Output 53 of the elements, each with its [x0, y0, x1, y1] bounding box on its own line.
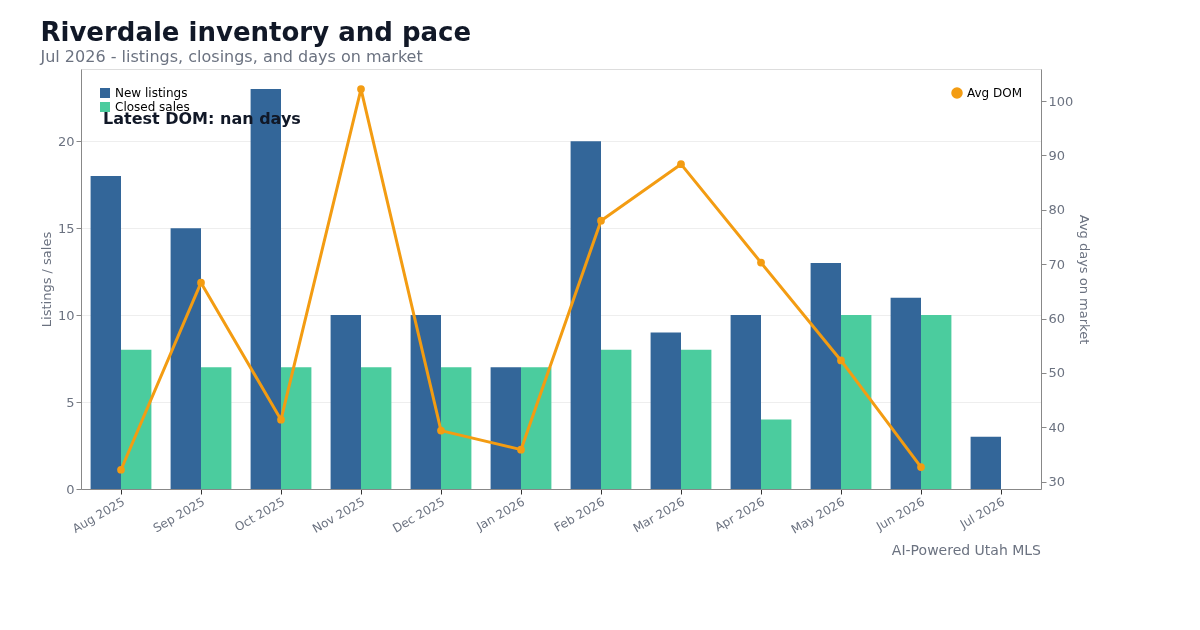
- bar: [810, 262, 841, 489]
- point: [677, 160, 685, 169]
- point: [517, 445, 525, 454]
- y2-tick-label: 50: [1048, 365, 1066, 381]
- y2-tick-label: 60: [1048, 311, 1066, 327]
- y2-tick-label: 100: [1048, 93, 1074, 109]
- bar: [650, 332, 681, 489]
- point: [917, 463, 925, 471]
- y-tick-label: 20: [57, 133, 75, 149]
- y-tick-label: 5: [66, 394, 75, 410]
- y2-tick-label: 40: [1048, 419, 1066, 435]
- y-tick-label: 10: [57, 307, 75, 323]
- y2-tick-label: 90: [1048, 147, 1066, 163]
- point: [117, 465, 125, 474]
- bar: [841, 315, 872, 489]
- legend-label: New listings: [115, 86, 188, 100]
- y-axis-title: Listings / sales: [38, 231, 54, 328]
- y2-tick-label: 80: [1048, 202, 1066, 218]
- bar: [761, 419, 792, 489]
- y-tick-label: 0: [66, 481, 75, 497]
- text: AI-Powered Utah MLS: [891, 542, 1042, 558]
- bar: [170, 228, 201, 489]
- chart-subtitle: Jul 2026 - listings, closings, and days on market: [39, 47, 423, 66]
- bar: [890, 297, 921, 489]
- bar: [441, 367, 472, 489]
- bar: [90, 175, 121, 489]
- bar: [970, 436, 1001, 489]
- point: [277, 415, 285, 424]
- point: [597, 216, 605, 225]
- bar: [410, 315, 441, 489]
- point: [357, 85, 365, 93]
- point: [197, 278, 205, 287]
- bar: [521, 367, 552, 489]
- y2-tick-label: 30: [1048, 474, 1066, 490]
- bar: [121, 349, 152, 489]
- bar: [601, 349, 632, 489]
- point: [437, 426, 445, 435]
- bar: [330, 315, 361, 489]
- y2-tick-label: 70: [1048, 256, 1066, 272]
- bar: [281, 367, 312, 489]
- bar: [681, 349, 712, 489]
- bar: [490, 367, 521, 489]
- bar: [361, 367, 392, 489]
- point: [837, 356, 845, 365]
- chart-title: Riverdale inventory and pace: [40, 17, 472, 47]
- y2-axis-title: Avg days on market: [1077, 214, 1093, 345]
- bar: [730, 315, 761, 489]
- y-tick-label: 15: [57, 220, 75, 236]
- point: [757, 258, 765, 267]
- bar: [921, 315, 952, 489]
- bar: [570, 141, 601, 489]
- bar: [201, 367, 232, 489]
- legend-label: Avg DOM: [967, 86, 1023, 100]
